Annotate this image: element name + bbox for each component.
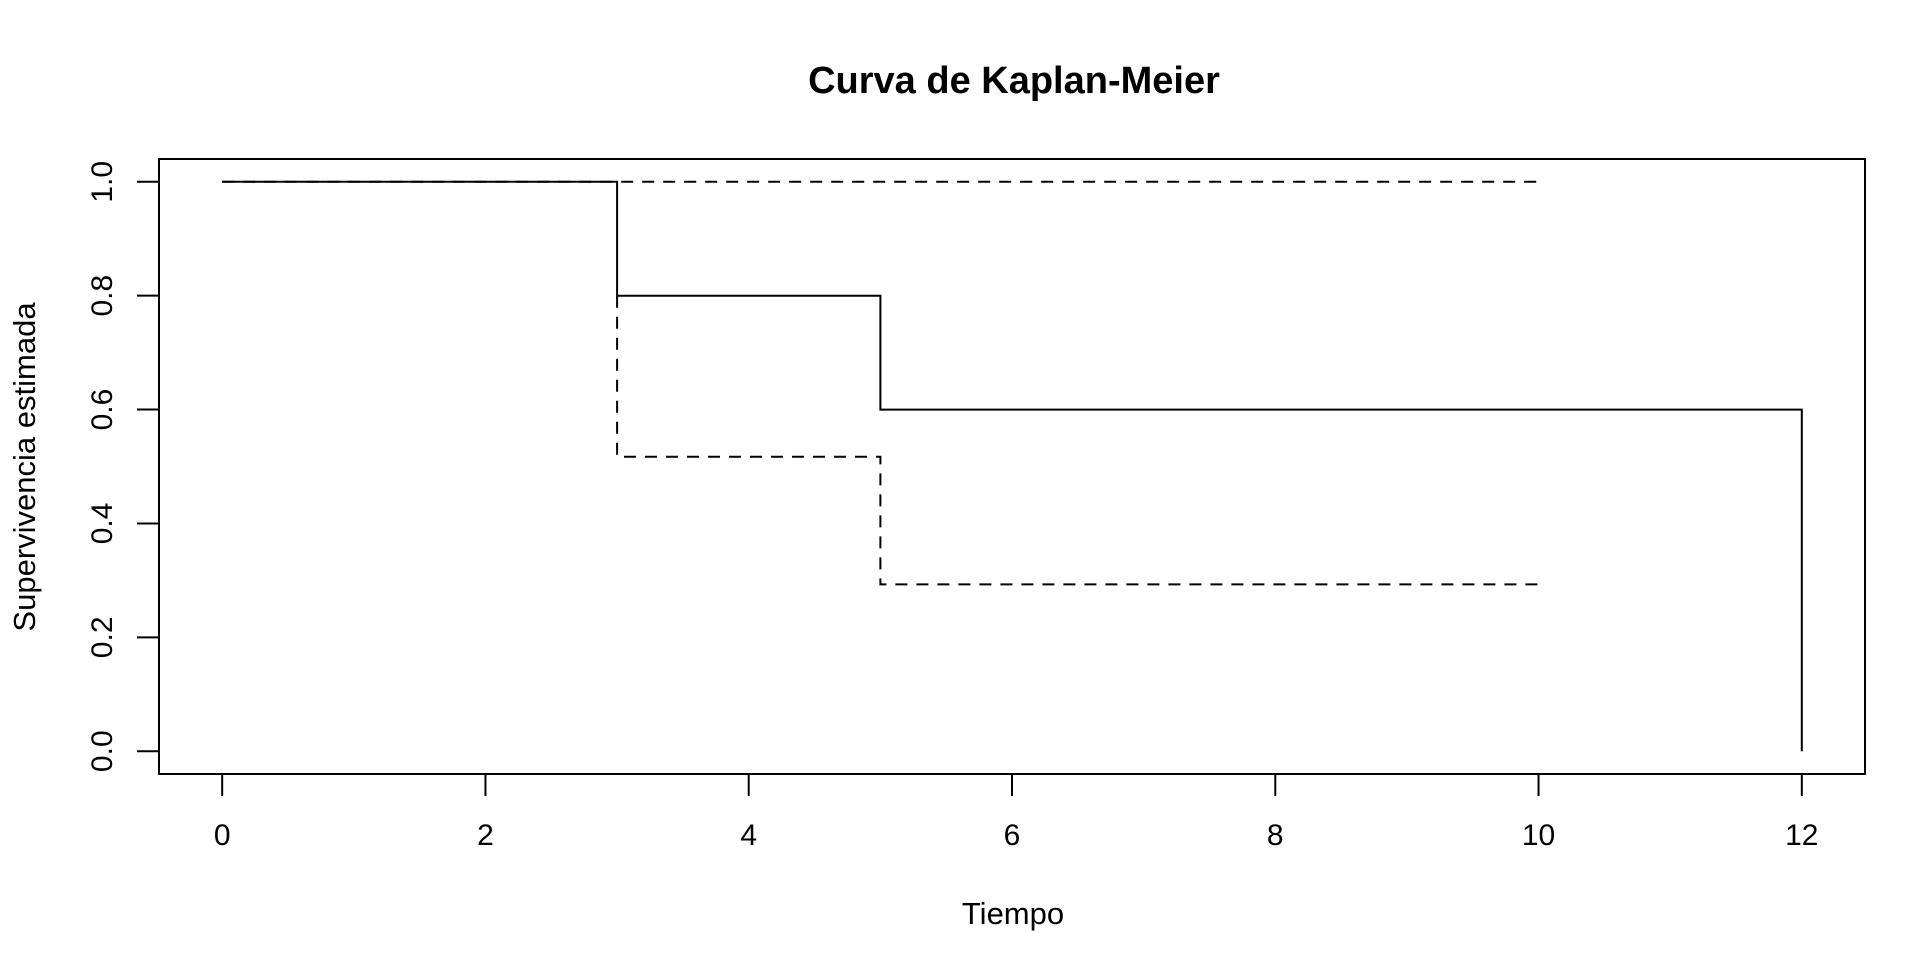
y-tick-label: 0.0 — [86, 730, 119, 772]
x-tick-label: 6 — [1004, 819, 1021, 852]
chart-title: Curva de Kaplan-Meier — [808, 60, 1220, 102]
x-tick-label: 0 — [214, 819, 231, 852]
confidence-band-2 — [616, 295, 1539, 586]
plot-frame — [158, 158, 1866, 775]
y-axis-label: Supervivencia estimada — [7, 302, 42, 632]
y-tick-label: 0.4 — [86, 503, 119, 545]
x-tick-label: 8 — [1267, 819, 1284, 852]
y-axis: 0.0 0.2 0.4 0.6 0.8 1.0 — [86, 161, 160, 772]
x-axis: 0 2 4 6 8 10 12 — [214, 773, 1819, 852]
x-tick-label: 12 — [1785, 819, 1818, 852]
series-layer — [222, 180, 1803, 752]
x-tick-label: 4 — [740, 819, 757, 852]
y-tick-label: 0.2 — [86, 616, 119, 658]
x-tick-label: 10 — [1522, 819, 1555, 852]
y-tick-label: 0.6 — [86, 389, 119, 431]
x-axis-label: Tiempo — [962, 896, 1064, 931]
survival-curve-0 — [222, 180, 1803, 752]
y-tick-label: 1.0 — [86, 161, 119, 203]
x-tick-label: 2 — [477, 819, 494, 852]
y-tick-label: 0.8 — [86, 275, 119, 317]
